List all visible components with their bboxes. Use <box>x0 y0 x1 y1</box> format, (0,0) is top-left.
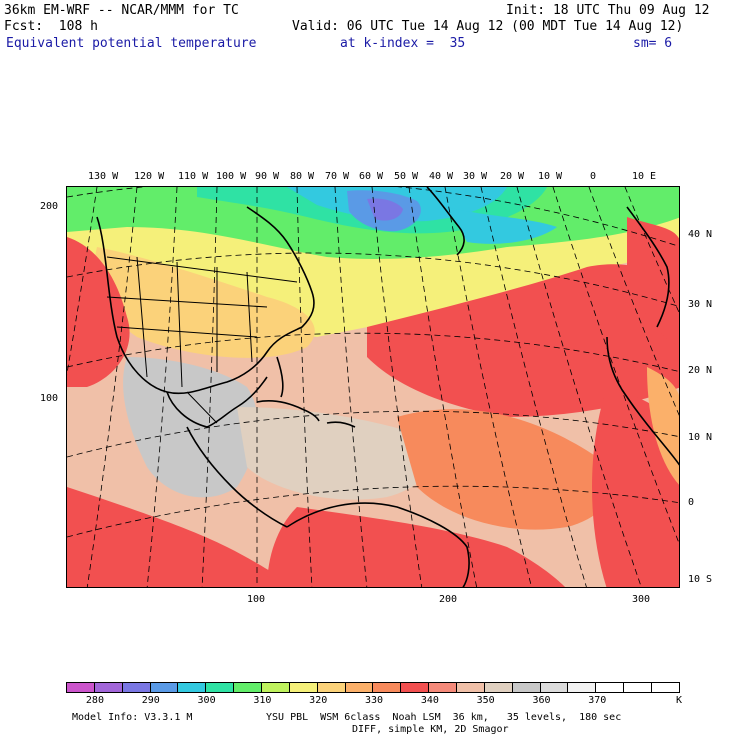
coastline-south-america <box>286 502 470 587</box>
lat-label: 30 N <box>688 299 713 310</box>
lat-label: 40 N <box>688 229 713 240</box>
colorbar-segment <box>94 683 123 692</box>
colorbar-segment <box>540 683 569 692</box>
field-band-caribbean-grey <box>237 407 435 500</box>
lat-label: 0 <box>688 497 695 508</box>
colorbar-segment <box>178 683 207 692</box>
field-band-gulf-grey <box>123 357 258 498</box>
colorbar-segment <box>429 683 458 692</box>
colorbar-tick-label: 330 <box>365 695 384 706</box>
colorbar-segment <box>67 683 95 692</box>
colorbar-segment <box>568 683 597 692</box>
lon-label: 30 W <box>463 171 488 182</box>
colorbar-segment <box>652 683 679 692</box>
field-band-tropical-red <box>397 409 612 530</box>
lon-label: 0 <box>590 171 597 182</box>
colorbar <box>66 682 680 693</box>
map-panel <box>66 186 680 588</box>
colorbar-segment <box>373 683 402 692</box>
colorbar-tick-label: 370 <box>588 695 607 706</box>
grid-label-y-100: 100 <box>40 393 59 404</box>
coastline-hispaniola <box>326 421 356 428</box>
colorbar-segment <box>289 683 318 692</box>
lat-label: 10 S <box>688 574 713 585</box>
colorbar-segment <box>206 683 235 692</box>
init-time: Init: 18 UTC Thu 09 Aug 12 <box>506 3 710 18</box>
lat-label: 20 N <box>688 365 713 376</box>
colorbar-tick-label: 290 <box>141 695 160 706</box>
lon-label: 10 W <box>538 171 563 182</box>
colorbar-segment <box>624 683 653 692</box>
coastline-greenland <box>426 187 465 256</box>
field-name: Equivalent potential temperature <box>6 36 257 51</box>
diffusion-info: DIFF, simple KM, 2D Smagor <box>352 724 509 735</box>
lon-label: 20 W <box>500 171 525 182</box>
level-label: at k-index = 35 <box>340 36 466 51</box>
colorbar-segment <box>484 683 513 692</box>
political-borders <box>106 256 298 424</box>
valid-time: Valid: 06 UTC Tue 14 Aug 12 (00 MDT Tue … <box>292 19 684 34</box>
physics-info: YSU PBL WSM 6class Noah LSM 36 km, 35 le… <box>266 712 622 723</box>
colorbar-segment <box>317 683 346 692</box>
colorbar-segment <box>150 683 179 692</box>
lon-label: 120 W <box>134 171 165 182</box>
field-band-us-red <box>67 237 130 387</box>
grid-label-x-200: 200 <box>439 594 458 605</box>
lon-label: 110 W <box>178 171 209 182</box>
colorbar-tick-label: 360 <box>532 695 551 706</box>
field-band-south-red <box>67 487 295 587</box>
lon-label: 50 W <box>394 171 419 182</box>
colorbar-tick-label: 310 <box>253 695 272 706</box>
field-band-upper-right-cyan <box>447 207 557 244</box>
colorbar-segment <box>345 683 374 692</box>
colorbar-segment <box>122 683 151 692</box>
colorbar-segment <box>596 683 625 692</box>
colorbar-tick-label: 300 <box>197 695 216 706</box>
lon-label: 100 W <box>216 171 247 182</box>
lon-label: 70 W <box>325 171 350 182</box>
lon-label: 80 W <box>290 171 315 182</box>
grid-label-y-200: 200 <box>40 201 59 212</box>
forecast-hour: Fcst: 108 h <box>4 19 98 34</box>
colorbar-tick-label: 280 <box>85 695 104 706</box>
lon-label: 90 W <box>255 171 280 182</box>
coastline-north-america <box>96 206 315 395</box>
field-band-atlantic-red <box>367 264 679 417</box>
lon-label: 40 W <box>429 171 454 182</box>
colorbar-tick-label: 320 <box>309 695 328 706</box>
lon-label: 130 W <box>88 171 119 182</box>
equivalent-potential-temperature-map <box>67 187 679 587</box>
coastline-gulf-mexico <box>166 376 268 428</box>
colorbar-segment <box>457 683 485 692</box>
colorbar-tick-label: 340 <box>420 695 439 706</box>
smoothing-label: sm= 6 <box>633 36 673 51</box>
grid-label-x-100: 100 <box>247 594 266 605</box>
colorbar-segment <box>401 683 430 692</box>
colorbar-segment <box>512 683 541 692</box>
colorbar-segment <box>234 683 263 692</box>
coastline-cuba <box>256 400 320 422</box>
field-band-iberia-red <box>627 217 679 347</box>
coastline-central-america <box>186 426 288 528</box>
lat-label: 10 N <box>688 432 713 443</box>
model-info: Model Info: V3.3.1 M <box>72 712 193 723</box>
colorbar-unit: K <box>676 695 683 706</box>
lon-label: 60 W <box>359 171 384 182</box>
coastlines <box>96 187 679 587</box>
colorbar-segment <box>262 683 290 692</box>
field-band-labrador-violet <box>367 198 403 221</box>
graticule <box>67 187 679 587</box>
colorbar-tick-label: 350 <box>476 695 495 706</box>
lon-label: 10 E <box>632 171 657 182</box>
coastline-africa <box>606 336 679 466</box>
coastline-florida <box>276 356 284 398</box>
model-title: 36km EM-WRF -- NCAR/MMM for TC <box>4 3 239 18</box>
grid-label-x-300: 300 <box>632 594 651 605</box>
field-band-us-orange <box>94 247 315 358</box>
coastline-europe <box>626 206 670 328</box>
